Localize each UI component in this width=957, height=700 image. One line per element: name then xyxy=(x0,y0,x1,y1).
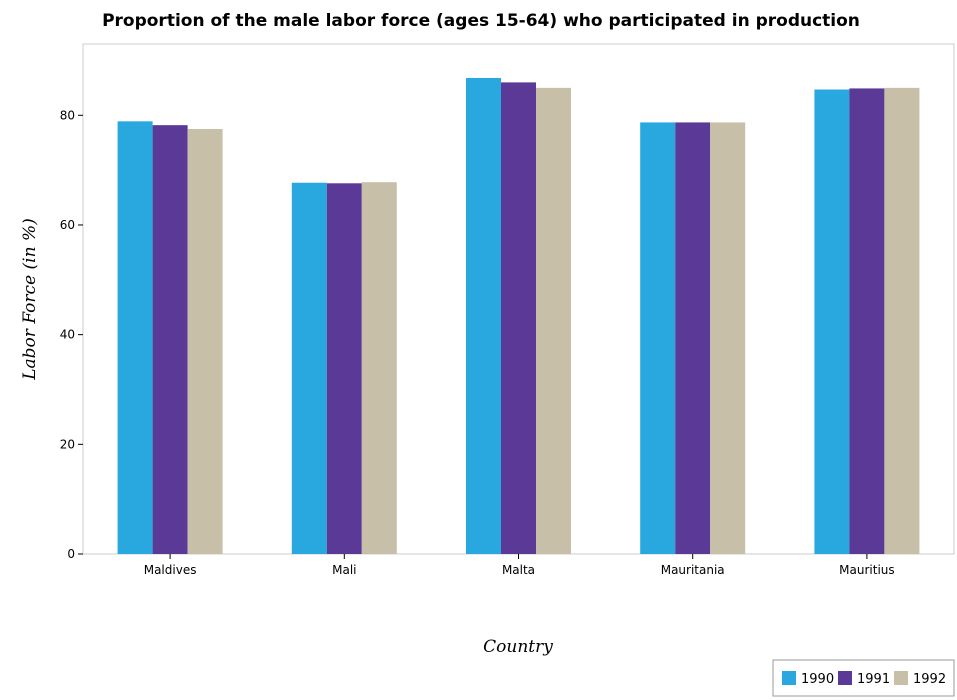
legend-label-1990: 1990 xyxy=(801,672,834,687)
bar-mauritius-1990 xyxy=(814,89,850,555)
bar-mauritania-1990 xyxy=(640,122,676,554)
x-axis: Maldives Mali Malta Mauritania Mauritius xyxy=(144,554,895,577)
bar-malta-1990 xyxy=(466,78,501,554)
bar-maldives-1990 xyxy=(117,121,153,555)
y-tick-label: 80 xyxy=(60,108,75,122)
bar-mauritania-1991 xyxy=(675,122,711,554)
y-tick-label: 20 xyxy=(60,437,75,451)
legend-swatch-1991 xyxy=(838,671,852,685)
y-tick-label: 60 xyxy=(60,218,75,232)
x-tick-label: Maldives xyxy=(144,563,197,577)
bar-mauritania-1992 xyxy=(710,122,746,554)
y-axis-label: Labor Force (in %) xyxy=(20,218,40,381)
bars xyxy=(117,78,920,555)
bar-mauritius-1992 xyxy=(884,87,920,554)
legend-label-1991: 1991 xyxy=(857,672,890,687)
bar-malta-1991 xyxy=(501,82,536,555)
x-tick-label: Mauritius xyxy=(839,563,894,577)
x-tick-label: Malta xyxy=(502,563,535,577)
legend-box xyxy=(772,659,955,697)
legend-label-1992: 1992 xyxy=(913,672,946,687)
y-axis: 0 20 40 60 80 xyxy=(60,108,83,561)
x-tick-label: Mali xyxy=(332,563,356,577)
legend-swatch-1990 xyxy=(782,671,796,685)
x-axis-label: Country xyxy=(483,637,553,657)
y-tick-label: 40 xyxy=(60,328,75,342)
x-tick-label: Mauritania xyxy=(661,563,725,577)
legend-swatch-1992 xyxy=(894,671,908,685)
bar-malta-1992 xyxy=(536,87,571,554)
bar-mali-1990 xyxy=(291,182,327,554)
bar-mali-1992 xyxy=(361,182,397,554)
y-tick-label: 0 xyxy=(67,547,75,561)
bar-mali-1991 xyxy=(326,183,362,554)
bar-mauritius-1991 xyxy=(849,88,885,554)
bar-maldives-1992 xyxy=(187,129,223,554)
legend: 1990 1991 1992 xyxy=(772,659,955,697)
chart-title: Proportion of the male labor force (ages… xyxy=(102,11,860,31)
bar-maldives-1991 xyxy=(152,125,188,555)
